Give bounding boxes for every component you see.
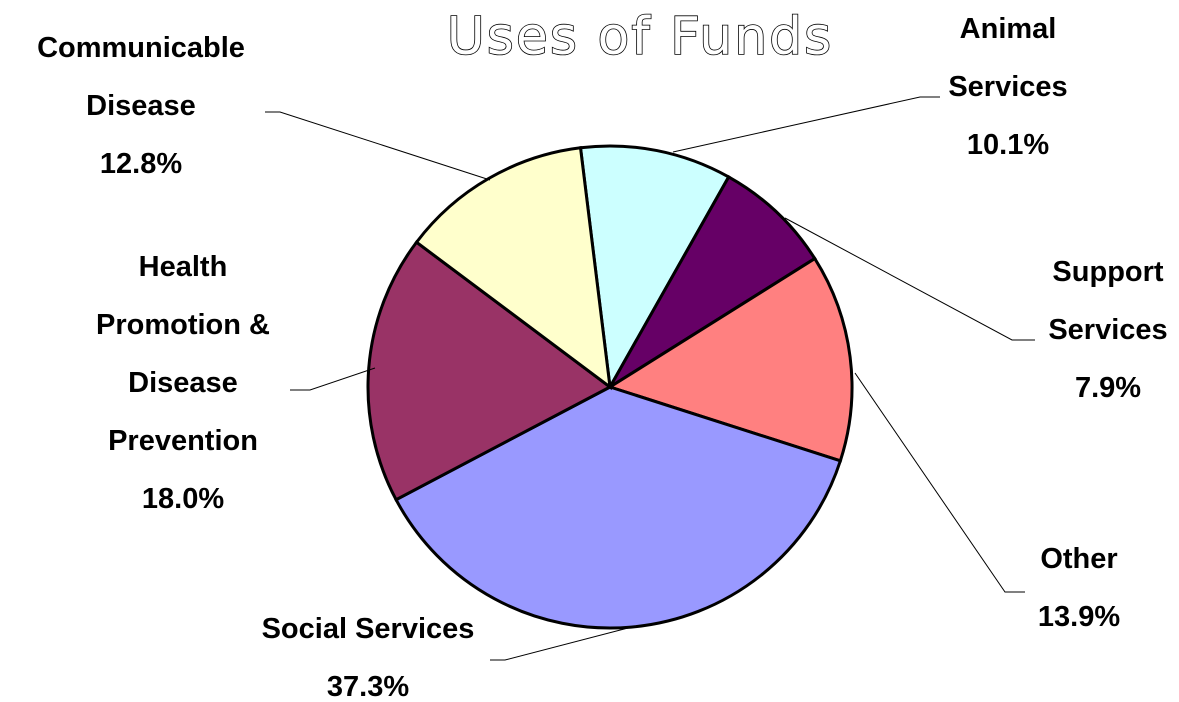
slice-value-label: 18.0% (142, 483, 224, 515)
pie-slice-1 (608, 174, 817, 389)
slice-name-line: Promotion & (96, 309, 270, 341)
slice-name-line: Services (948, 71, 1067, 103)
slice-label-2: Other 13.9% (1038, 543, 1120, 633)
slice-name-line: Animal (960, 13, 1057, 45)
slice-label-0: Animal Services 10.1% (948, 13, 1067, 161)
pie-slices (366, 144, 854, 630)
leader-line-2 (854, 372, 1025, 593)
slice-labels: Animal Services 10.1% Support Services 7.9% Ot… (37, 13, 1168, 702)
slice-name-line: Services (1048, 314, 1167, 346)
slice-name-line: Other (1040, 543, 1117, 575)
slice-value-label: 12.8% (100, 148, 182, 180)
slice-name-line: Disease (128, 367, 238, 399)
chart-title: Uses of Funds (447, 7, 834, 67)
leader-lines (265, 96, 1035, 661)
slice-name-line: Communicable (37, 32, 245, 64)
slice-name-line: Social Services (262, 613, 475, 645)
slice-label-1: Support Services 7.9% (1048, 256, 1167, 404)
slice-name-line: Disease (86, 90, 196, 122)
leader-line-4 (290, 367, 376, 391)
slice-name-line: Prevention (108, 425, 258, 457)
pie-slice-3 (394, 385, 843, 630)
slice-label-5: Communicable Disease 12.8% (37, 32, 245, 180)
pie-slice-5 (414, 146, 612, 391)
slice-value-label: 10.1% (967, 129, 1049, 161)
slice-label-4: Health Promotion & Disease Prevention 18.0% (96, 251, 270, 515)
slice-name-line: Support (1052, 256, 1163, 288)
pie-slice-4 (366, 240, 613, 502)
leader-line-3 (490, 627, 629, 661)
leader-line-5 (265, 111, 491, 181)
leader-line-0 (672, 96, 940, 153)
slice-value-label: 7.9% (1075, 372, 1141, 404)
pie-slice-0 (578, 144, 731, 392)
pie-slice-2 (606, 256, 854, 463)
slice-label-3: Social Services 37.3% (262, 613, 475, 702)
slice-value-label: 13.9% (1038, 601, 1120, 633)
slice-value-label: 37.3% (327, 671, 409, 702)
slice-name-line: Health (139, 251, 228, 283)
leader-line-1 (784, 217, 1035, 341)
